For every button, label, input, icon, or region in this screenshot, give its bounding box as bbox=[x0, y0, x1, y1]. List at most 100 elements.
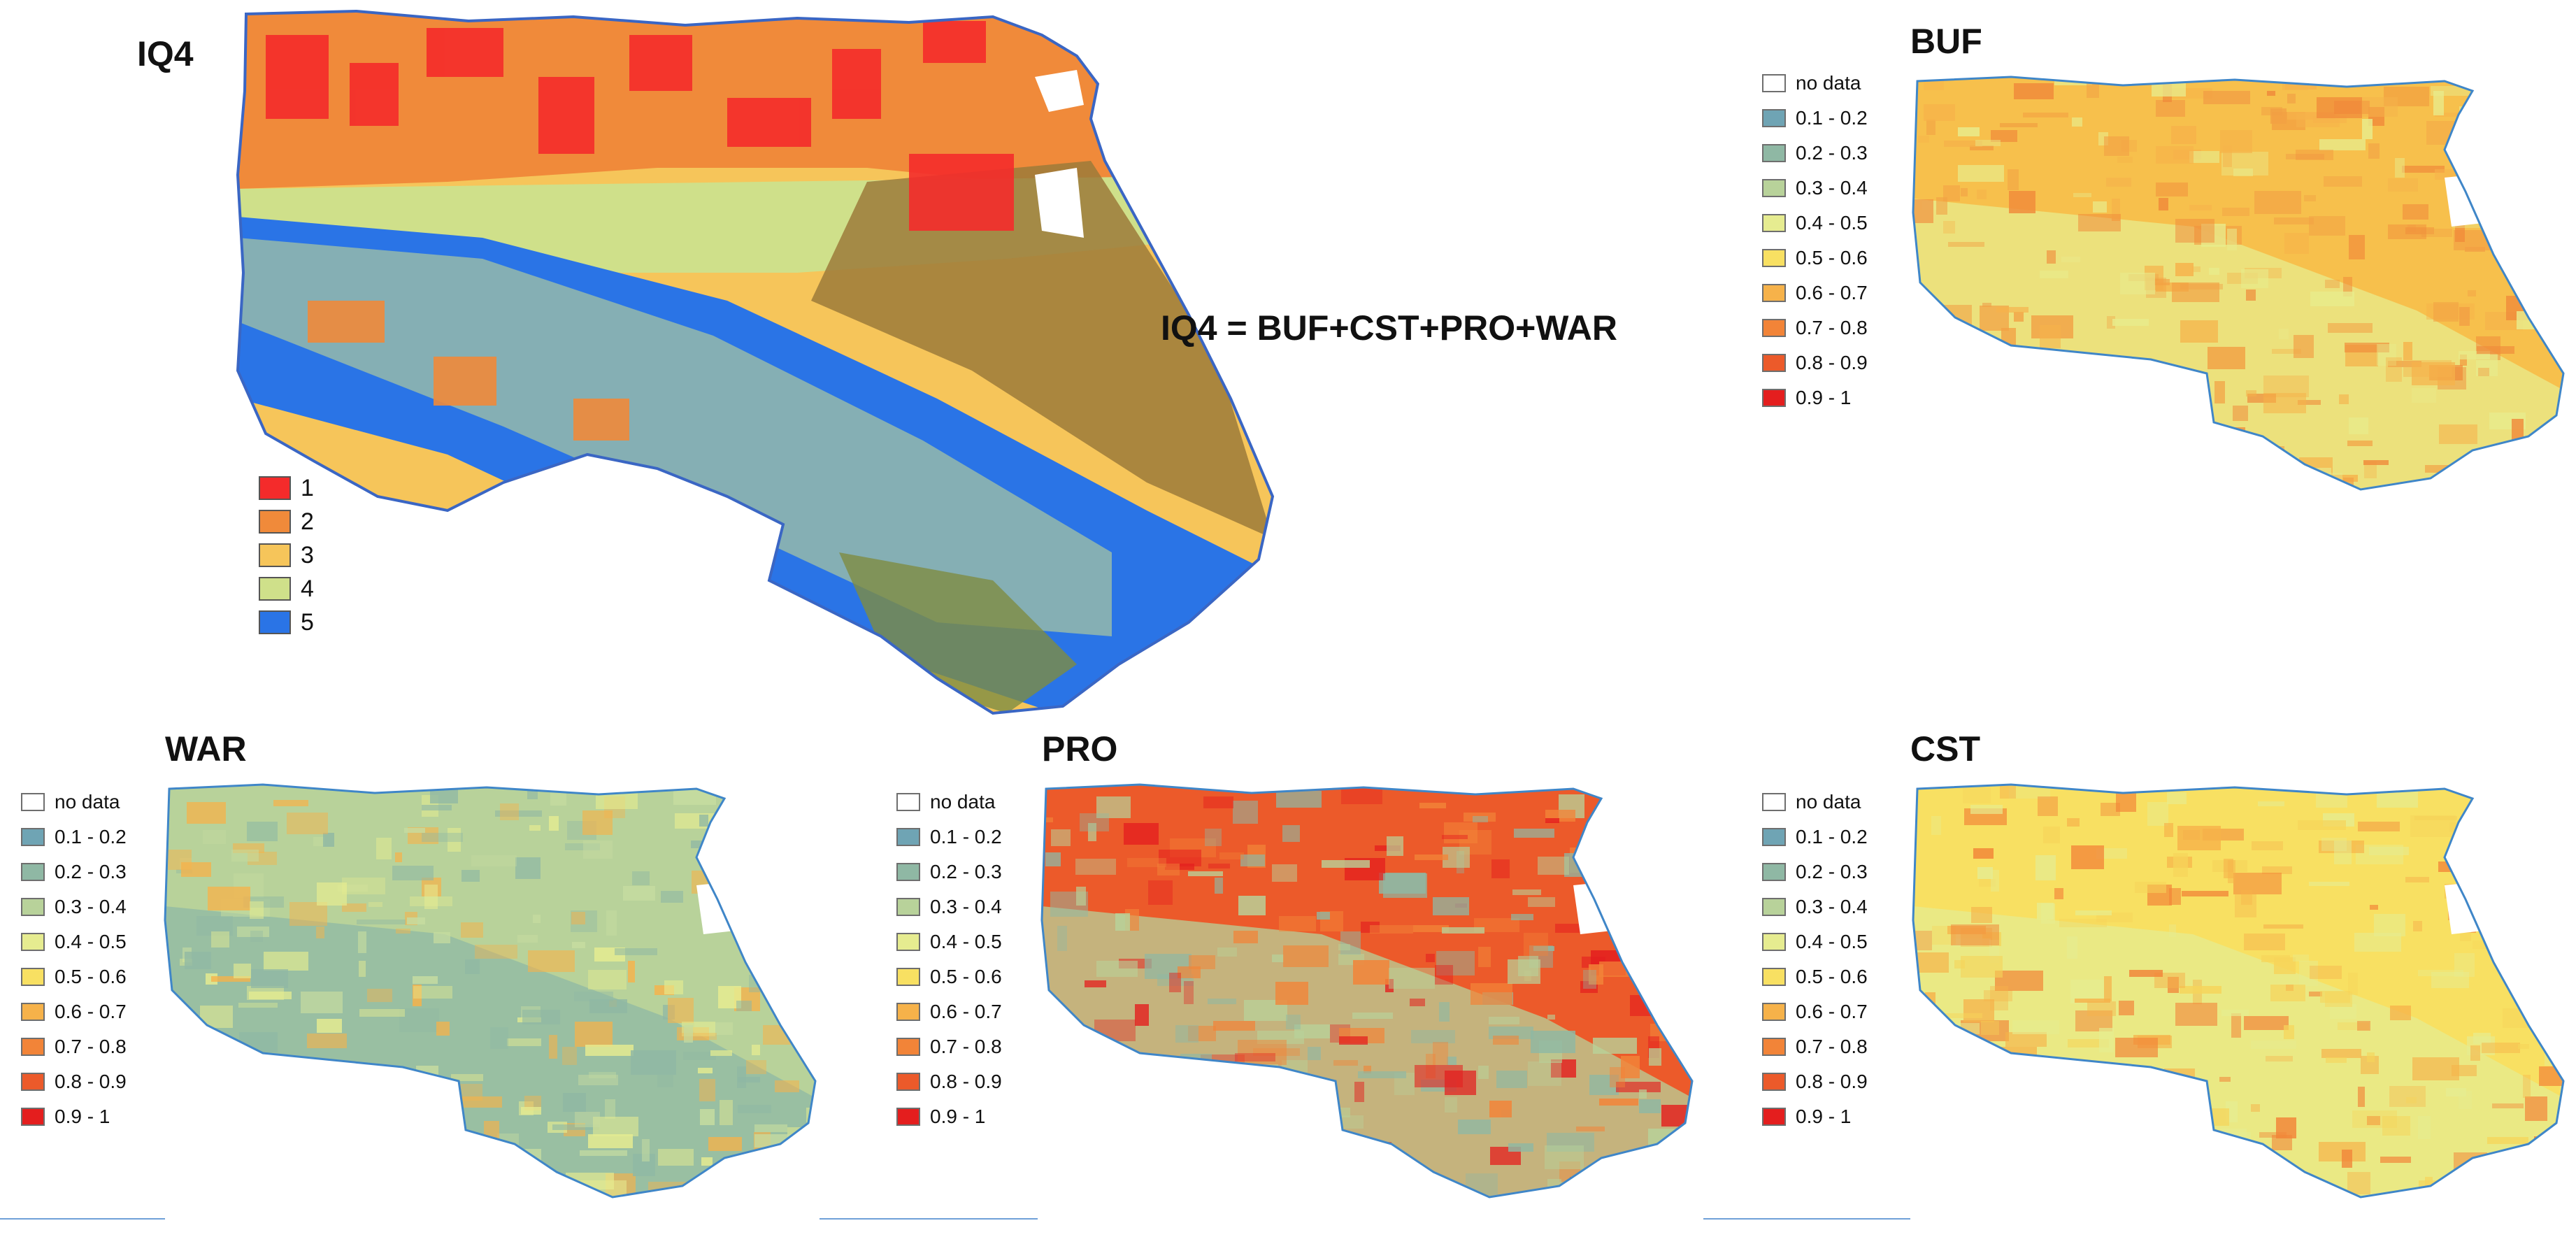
cst-map bbox=[1912, 783, 2565, 1199]
formula-text: IQ4 = BUF+CST+PRO+WAR bbox=[1161, 308, 1617, 348]
legend-swatch bbox=[259, 510, 291, 534]
legend-swatch bbox=[1762, 74, 1786, 92]
legend-label: 0.1 - 0.2 bbox=[1796, 107, 1868, 129]
war-legend: no data 0.1 - 0.2 0.2 - 0.3 0.3 - 0.4 0.… bbox=[21, 785, 127, 1134]
legend-item: 0.7 - 0.8 bbox=[1762, 1029, 1868, 1064]
legend-swatch bbox=[21, 968, 45, 986]
legend-swatch bbox=[21, 1038, 45, 1056]
legend-label: 0.9 - 1 bbox=[55, 1106, 110, 1127]
legend-swatch bbox=[1762, 1073, 1786, 1091]
legend-label: 0.8 - 0.9 bbox=[1796, 352, 1868, 373]
legend-item: 0.7 - 0.8 bbox=[896, 1029, 1002, 1064]
legend-label: 1 bbox=[301, 474, 314, 501]
legend-label: 0.2 - 0.3 bbox=[55, 861, 127, 882]
legend-item: 0.3 - 0.4 bbox=[21, 889, 127, 924]
legend-label: 0.7 - 0.8 bbox=[55, 1036, 127, 1057]
legend-item: 0.9 - 1 bbox=[896, 1099, 1002, 1134]
legend-item: 0.4 - 0.5 bbox=[21, 924, 127, 959]
legend-swatch bbox=[259, 610, 291, 634]
legend-item: 5 bbox=[259, 606, 314, 639]
legend-label: 0.6 - 0.7 bbox=[1796, 1001, 1868, 1022]
divider-line bbox=[820, 1218, 1038, 1220]
legend-label: 0.2 - 0.3 bbox=[930, 861, 1002, 882]
legend-swatch bbox=[1762, 319, 1786, 337]
legend-swatch bbox=[1762, 968, 1786, 986]
legend-swatch bbox=[259, 476, 291, 500]
legend-swatch bbox=[1762, 179, 1786, 197]
legend-item: no data bbox=[1762, 785, 1868, 820]
legend-item: 0.1 - 0.2 bbox=[1762, 820, 1868, 855]
legend-swatch bbox=[259, 577, 291, 601]
legend-label: 0.1 - 0.2 bbox=[1796, 826, 1868, 848]
legend-label: 0.3 - 0.4 bbox=[55, 896, 127, 917]
legend-swatch bbox=[21, 793, 45, 811]
legend-item: no data bbox=[896, 785, 1002, 820]
pro-map bbox=[1040, 783, 1694, 1199]
legend-swatch bbox=[1762, 249, 1786, 267]
legend-item: 0.8 - 0.9 bbox=[1762, 345, 1868, 380]
legend-swatch bbox=[1762, 284, 1786, 302]
legend-label: 0.5 - 0.6 bbox=[55, 966, 127, 987]
legend-label: 0.7 - 0.8 bbox=[930, 1036, 1002, 1057]
legend-label: 0.6 - 0.7 bbox=[930, 1001, 1002, 1022]
legend-swatch bbox=[259, 543, 291, 567]
legend-label: no data bbox=[1796, 72, 1861, 94]
cst-title: CST bbox=[1910, 729, 1980, 768]
cst-legend: no data 0.1 - 0.2 0.2 - 0.3 0.3 - 0.4 0.… bbox=[1762, 785, 1868, 1134]
legend-swatch bbox=[896, 828, 920, 846]
legend-label: 0.1 - 0.2 bbox=[55, 826, 127, 848]
buf-legend: no data 0.1 - 0.2 0.2 - 0.3 0.3 - 0.4 0.… bbox=[1762, 66, 1868, 415]
legend-item: 0.2 - 0.3 bbox=[1762, 855, 1868, 889]
pro-title: PRO bbox=[1042, 729, 1118, 768]
legend-swatch bbox=[1762, 793, 1786, 811]
legend-swatch bbox=[896, 1073, 920, 1091]
legend-item: 0.8 - 0.9 bbox=[21, 1064, 127, 1099]
legend-label: 0.4 - 0.5 bbox=[1796, 931, 1868, 952]
legend-swatch bbox=[896, 898, 920, 916]
legend-label: 3 bbox=[301, 541, 314, 569]
legend-label: 4 bbox=[301, 575, 314, 602]
legend-item: 0.4 - 0.5 bbox=[896, 924, 1002, 959]
legend-label: 0.5 - 0.6 bbox=[1796, 247, 1868, 269]
legend-item: 0.9 - 1 bbox=[1762, 1099, 1868, 1134]
legend-label: 0.6 - 0.7 bbox=[1796, 282, 1868, 303]
legend-label: 0.3 - 0.4 bbox=[930, 896, 1002, 917]
legend-swatch bbox=[1762, 828, 1786, 846]
legend-swatch bbox=[21, 933, 45, 951]
legend-swatch bbox=[896, 863, 920, 881]
legend-swatch bbox=[896, 793, 920, 811]
legend-swatch bbox=[21, 1073, 45, 1091]
war-title: WAR bbox=[165, 729, 247, 768]
legend-item: 0.6 - 0.7 bbox=[1762, 276, 1868, 310]
legend-item: 0.2 - 0.3 bbox=[1762, 136, 1868, 171]
legend-label: 0.8 - 0.9 bbox=[1796, 1071, 1868, 1092]
legend-label: 0.2 - 0.3 bbox=[1796, 861, 1868, 882]
legend-swatch bbox=[21, 1108, 45, 1126]
legend-label: 0.1 - 0.2 bbox=[930, 826, 1002, 848]
legend-item: 0.6 - 0.7 bbox=[21, 994, 127, 1029]
legend-item: 0.1 - 0.2 bbox=[21, 820, 127, 855]
legend-item: 0.9 - 1 bbox=[1762, 380, 1868, 415]
legend-swatch bbox=[896, 968, 920, 986]
legend-swatch bbox=[1762, 1038, 1786, 1056]
legend-label: 0.3 - 0.4 bbox=[1796, 177, 1868, 199]
legend-label: 0.9 - 1 bbox=[1796, 387, 1852, 408]
legend-label: 5 bbox=[301, 608, 314, 636]
iq4-map bbox=[236, 9, 1275, 715]
legend-swatch bbox=[1762, 144, 1786, 162]
legend-label: 0.5 - 0.6 bbox=[1796, 966, 1868, 987]
legend-label: 2 bbox=[301, 508, 314, 535]
legend-item: 4 bbox=[259, 572, 314, 606]
legend-item: 0.7 - 0.8 bbox=[1762, 310, 1868, 345]
legend-item: 0.5 - 0.6 bbox=[1762, 959, 1868, 994]
iq4-title: IQ4 bbox=[137, 34, 194, 73]
legend-item: 3 bbox=[259, 538, 314, 572]
legend-item: 0.1 - 0.2 bbox=[1762, 101, 1868, 136]
war-map bbox=[164, 783, 817, 1199]
legend-item: 0.3 - 0.4 bbox=[1762, 171, 1868, 206]
legend-swatch bbox=[896, 1108, 920, 1126]
legend-item: 0.2 - 0.3 bbox=[896, 855, 1002, 889]
legend-swatch bbox=[896, 933, 920, 951]
buf-title: BUF bbox=[1910, 22, 1982, 61]
legend-item: 0.5 - 0.6 bbox=[21, 959, 127, 994]
